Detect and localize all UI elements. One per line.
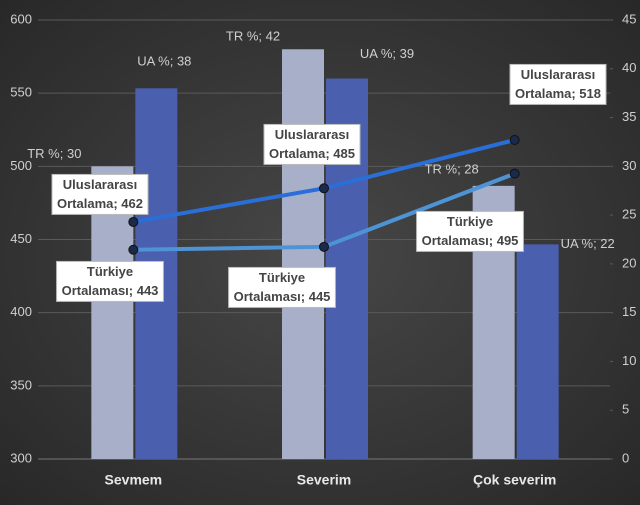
- y-tick-label: 550: [10, 85, 32, 100]
- line-point: [509, 134, 520, 145]
- data-label-box: Türkiye Ortalaması; 445: [228, 266, 336, 308]
- y2-tick-label: 35: [622, 109, 636, 124]
- y2-tick-label: 40: [622, 60, 636, 75]
- data-label: UA %; 22: [561, 236, 615, 251]
- data-label: Uluslararası Ortalama; 485: [269, 127, 355, 161]
- data-label-box: Uluslararası Ortalama; 485: [263, 123, 361, 165]
- line-point: [509, 168, 520, 179]
- x-tick-label: Severim: [297, 472, 351, 488]
- label-box: [51, 173, 149, 215]
- label-box: [228, 266, 336, 308]
- bar: [282, 49, 324, 460]
- y-tick-label: 300: [10, 450, 32, 465]
- data-label-box: Türkiye Ortalaması; 495: [416, 210, 524, 252]
- data-label: Türkiye Ortalaması; 495: [422, 214, 519, 248]
- y-tick-label: 350: [10, 377, 32, 392]
- data-label: UA %; 39: [360, 46, 414, 61]
- bar: [516, 244, 559, 459]
- y2-tick-label: 20: [622, 255, 636, 270]
- label-box: [509, 63, 607, 105]
- data-label: Türkiye Ortalaması; 445: [234, 270, 331, 304]
- line-point: [128, 244, 139, 255]
- y2-tick-label: 30: [622, 158, 636, 173]
- data-label-box: Uluslararası Ortalama; 518: [509, 63, 607, 105]
- data-label: Uluslararası Ortalama; 518: [515, 67, 601, 101]
- label-box: [416, 210, 524, 252]
- line-point: [319, 183, 329, 194]
- y2-tick-label: 5: [622, 402, 629, 417]
- data-label: Uluslararası Ortalama; 462: [57, 177, 143, 211]
- y-tick-label: 600: [10, 11, 32, 26]
- data-label-box: Uluslararası Ortalama; 462: [51, 173, 149, 215]
- data-label: Türkiye Ortalaması; 443: [62, 264, 159, 298]
- line-point: [319, 241, 329, 252]
- label-box: [56, 260, 164, 302]
- y2-tick-label: 45: [622, 11, 636, 26]
- y-tick-label: 400: [10, 304, 32, 319]
- y2-tick-label: 0: [622, 450, 629, 465]
- y2-tick-label: 15: [622, 304, 636, 319]
- y-tick-label: 450: [10, 231, 32, 246]
- data-label: TR %; 28: [425, 161, 479, 176]
- data-label: TR %; 42: [226, 29, 280, 44]
- line-point: [128, 216, 139, 227]
- data-label-box: Türkiye Ortalaması; 443: [56, 260, 164, 302]
- y2-tick-label: 25: [622, 207, 636, 222]
- data-label: UA %; 38: [137, 54, 191, 69]
- bar: [91, 166, 134, 460]
- x-tick-label: Çok severim: [473, 472, 556, 488]
- data-label: TR %; 30: [27, 146, 81, 161]
- label-box: [263, 123, 361, 165]
- y-tick-label: 500: [10, 158, 32, 173]
- y2-tick-label: 10: [622, 353, 636, 368]
- x-tick-label: Sevmem: [105, 472, 163, 488]
